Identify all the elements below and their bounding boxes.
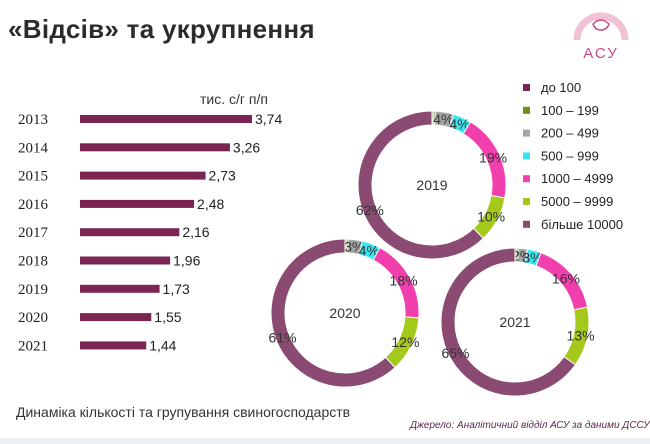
legend-label: до 100: [541, 80, 581, 95]
donut-slice-label: 10%: [477, 209, 505, 225]
bar-value-label: 2,16: [182, 224, 209, 240]
donut-slice-label: 3%: [344, 239, 364, 255]
page-title: «Відсів» та укрупнення: [8, 14, 315, 44]
bar-category-label: 2016: [18, 197, 49, 213]
bar-value-label: 1,44: [149, 337, 176, 353]
bar-value-label: 2,73: [209, 168, 236, 184]
bar-category-label: 2020: [18, 310, 48, 326]
asu-logo: АСУ: [573, 12, 629, 62]
bar-chart: тис. с/г п/п 2013 3,74 2014 3,26 2015 2,73 2016…: [18, 91, 282, 354]
legend-label: більше 10000: [541, 217, 623, 232]
donut-slice: [270, 238, 396, 388]
bar: [80, 341, 147, 350]
bar: [80, 143, 230, 152]
donut-slice-label: 4%: [433, 111, 453, 127]
bar: [80, 284, 160, 293]
donut-slice-label: 62%: [356, 202, 384, 218]
legend-swatch: [523, 152, 530, 160]
legend-swatch: [523, 106, 530, 114]
bar-category-label: 2014: [18, 140, 49, 156]
donut-slice-label: 61%: [269, 329, 297, 345]
donut-slice-label: 16%: [552, 270, 580, 286]
bar-category-label: 2017: [18, 225, 49, 241]
logo-text: АСУ: [583, 45, 619, 62]
bar: [80, 228, 180, 237]
legend: до 100 100 – 199 200 – 499 500 – 999 1000 – …: [523, 80, 623, 232]
donut-charts: 4%4%19%10%62%20193%4%18%12%61%20202%3%16…: [267, 107, 595, 400]
legend-label: 500 – 999: [541, 148, 599, 163]
donut-backdrop: [437, 244, 593, 400]
legend-swatch: [523, 220, 530, 228]
donut-slice-label: 19%: [479, 149, 507, 165]
donut-slice: [440, 247, 577, 397]
legend-label: 100 – 199: [541, 103, 599, 118]
donut-slice-label: 65%: [441, 345, 469, 361]
bar-value-label: 1,73: [163, 281, 190, 297]
legend-label: 5000 – 9999: [541, 194, 613, 209]
bar: [80, 115, 252, 123]
logo-arc: [573, 12, 629, 41]
donut-year-label: 2021: [499, 314, 530, 330]
bar-value-label: 3,74: [255, 111, 282, 127]
legend-swatch: [523, 175, 530, 183]
bar-unit-label: тис. с/г п/п: [200, 91, 268, 107]
legend-swatch: [523, 198, 530, 205]
legend-label: 200 – 499: [541, 126, 599, 141]
donut-slice-label: 18%: [390, 272, 418, 288]
donut-2020: 3%4% 18% 12% 61% 2020: [267, 235, 423, 391]
bar: [80, 171, 206, 180]
donut-2021: 2%3%16%13%65%2021: [437, 244, 595, 400]
bar-value-label: 1,55: [154, 309, 181, 325]
legend-label: 1000 – 4999: [541, 171, 613, 186]
bar-value-label: 2,48: [197, 196, 224, 212]
donut-slice-label: 4%: [359, 242, 379, 258]
chart-caption: Динаміка кількості та групування свиного…: [16, 404, 351, 420]
legend-swatch: [523, 84, 530, 91]
bottom-strip: [0, 438, 650, 444]
bar: [80, 256, 171, 265]
bar-value-label: 1,96: [173, 253, 200, 269]
donut-slice-label: 4%: [449, 116, 469, 132]
donut-2019: 4%4%19%10%62%2019: [354, 107, 510, 263]
bar-category-label: 2021: [18, 338, 48, 354]
bar: [80, 199, 195, 208]
donut-slice-label: 12%: [391, 334, 419, 350]
source-note: Джерело: Аналітичний відділ АСУ за даним…: [410, 420, 650, 431]
bar-value-label: 3,26: [233, 139, 260, 155]
logo-pig-icon: [592, 19, 610, 31]
donut-year-label: 2019: [416, 177, 447, 193]
bar-category-label: 2018: [18, 254, 48, 270]
donut-backdrop: [267, 235, 423, 391]
bar-category-label: 2013: [18, 112, 48, 128]
legend-swatch: [523, 129, 530, 137]
bar-category-label: 2019: [18, 282, 48, 298]
donut-slice: [357, 110, 484, 260]
donut-year-label: 2020: [329, 305, 360, 321]
bar-category-label: 2015: [18, 169, 48, 185]
donut-backdrop: [354, 107, 510, 263]
donut-slice-label: 13%: [567, 328, 595, 344]
bar: [80, 313, 152, 322]
